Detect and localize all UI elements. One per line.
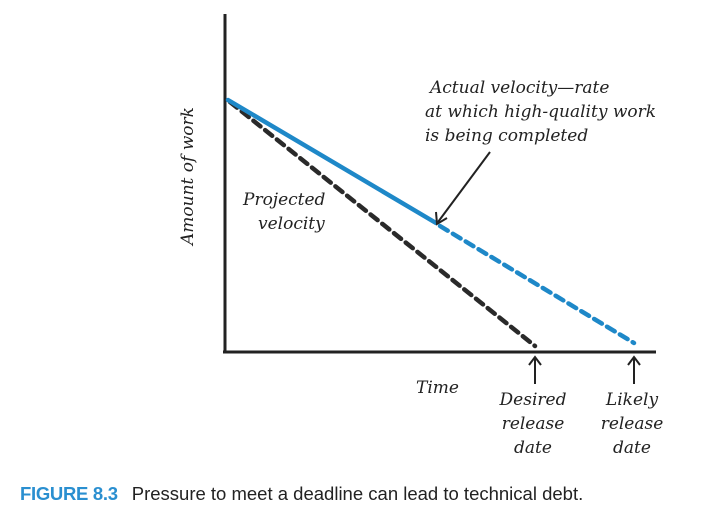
likely-release-label-line-2: release [601, 414, 664, 434]
desired-release-label-line-3: date [514, 438, 552, 458]
desired-release-label-line-1: Desired [499, 390, 567, 410]
likely-release-label-line-1: Likely [605, 390, 659, 410]
x-axis-label: Time [416, 378, 459, 398]
projected-velocity-label-line-1: Projected [242, 190, 326, 210]
actual-velocity-label-line-3: is being completed [425, 126, 588, 146]
likely-date-arrow-head [627, 355, 641, 366]
actual-velocity-projection-line [437, 223, 637, 346]
caption-text: Pressure to meet a deadline can lead to … [131, 483, 584, 504]
projected-velocity-line [227, 99, 538, 349]
actual-velocity-label-line-1: Actual velocity—rate [428, 78, 609, 98]
actual-velocity-label-line-2: at which high-quality work [425, 102, 656, 122]
y-axis-label: Amount of work [178, 107, 198, 247]
projected-velocity-label-line-2: velocity [258, 214, 325, 234]
actual-velocity-line [225, 97, 439, 226]
likely-release-label-line-3: date [613, 438, 651, 458]
desired-release-label-line-2: release [502, 414, 565, 434]
figure-number: FIGURE 8.3 [20, 483, 118, 504]
actual-velocity-pointer-head [435, 211, 448, 226]
figure-caption: FIGURE 8.3 Pressure to meet a deadline ca… [20, 483, 710, 513]
desired-date-arrow-head [528, 355, 542, 366]
actual-velocity-pointer-arrow [437, 151, 491, 223]
